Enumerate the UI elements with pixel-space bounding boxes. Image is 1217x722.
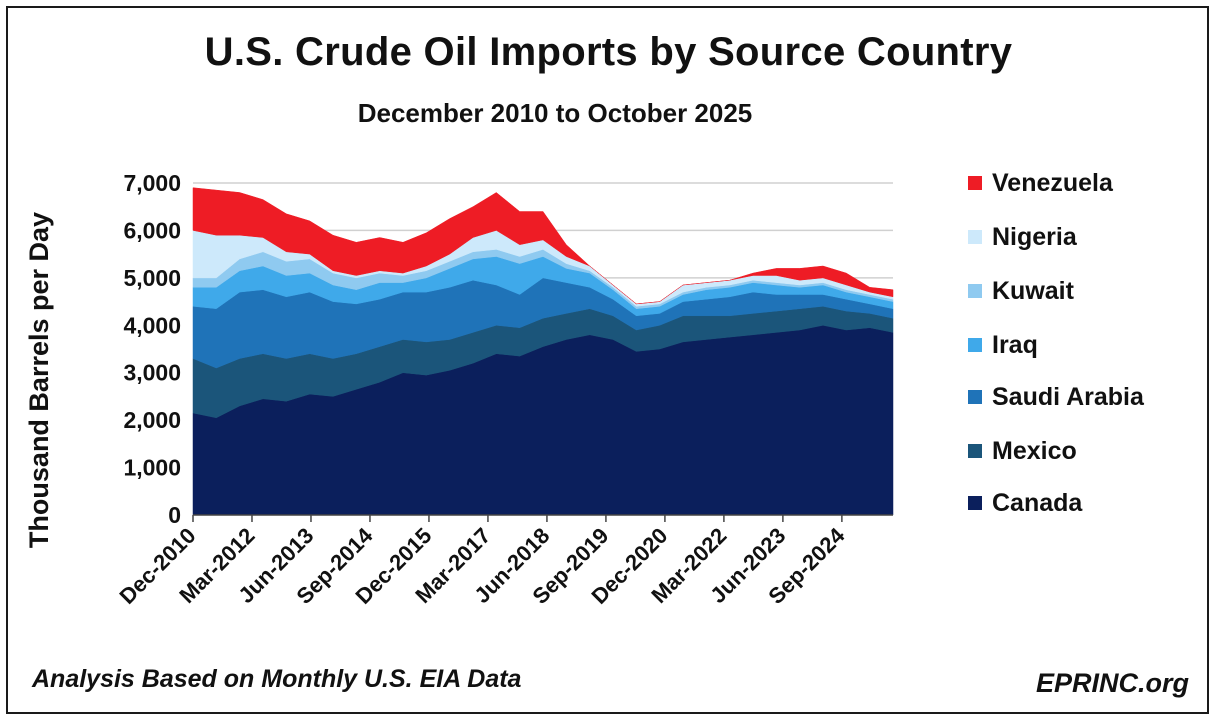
y-tick-label: 1,000 (123, 455, 181, 481)
legend-swatch-venezuela (968, 176, 982, 190)
chart-subtitle: December 2010 to October 2025 (357, 98, 753, 128)
legend-item-canada: Canada (968, 488, 1082, 518)
legend-swatch-nigeria (968, 230, 982, 244)
legend-swatch-iraq (968, 338, 982, 352)
area-series-venezuela (192, 187, 894, 305)
legend-label: Kuwait (992, 276, 1074, 305)
y-tick-label: 0 (168, 502, 181, 528)
y-tick-label: 4,000 (123, 312, 181, 338)
legend-item-kuwait: Kuwait (968, 276, 1074, 306)
legend-label: Nigeria (992, 222, 1077, 251)
y-tick-label: 2,000 (123, 407, 181, 433)
legend-item-iraq: Iraq (968, 330, 1038, 360)
footer-source: EPRINC.org (1035, 668, 1189, 698)
legend-label: Iraq (992, 330, 1038, 359)
footer-note: Analysis Based on Monthly U.S. EIA Data (32, 665, 522, 693)
legend-label: Saudi Arabia (992, 382, 1144, 411)
legend-label: Canada (992, 488, 1083, 517)
y-tick-label: 5,000 (123, 265, 181, 291)
legend-item-mexico: Mexico (968, 436, 1077, 466)
legend-item-venezuela: Venezuela (968, 168, 1113, 198)
legend-label: Mexico (992, 436, 1077, 465)
y-tick-label: 7,000 (123, 170, 181, 196)
y-tick-label: 6,000 (123, 217, 181, 243)
chart-title: U.S. Crude Oil Imports by Source Country (204, 30, 1013, 74)
y-tick-label: 3,000 (123, 360, 181, 386)
legend-swatch-mexico (968, 444, 982, 458)
legend-item-nigeria: Nigeria (968, 222, 1077, 252)
legend-swatch-saudi-arabia (968, 390, 982, 404)
legend-swatch-canada (968, 496, 982, 510)
legend-label: Venezuela (992, 168, 1113, 197)
legend-item-saudi-arabia: Saudi Arabia (968, 382, 1144, 412)
chart-frame (6, 6, 1209, 714)
legend-swatch-kuwait (968, 284, 982, 298)
